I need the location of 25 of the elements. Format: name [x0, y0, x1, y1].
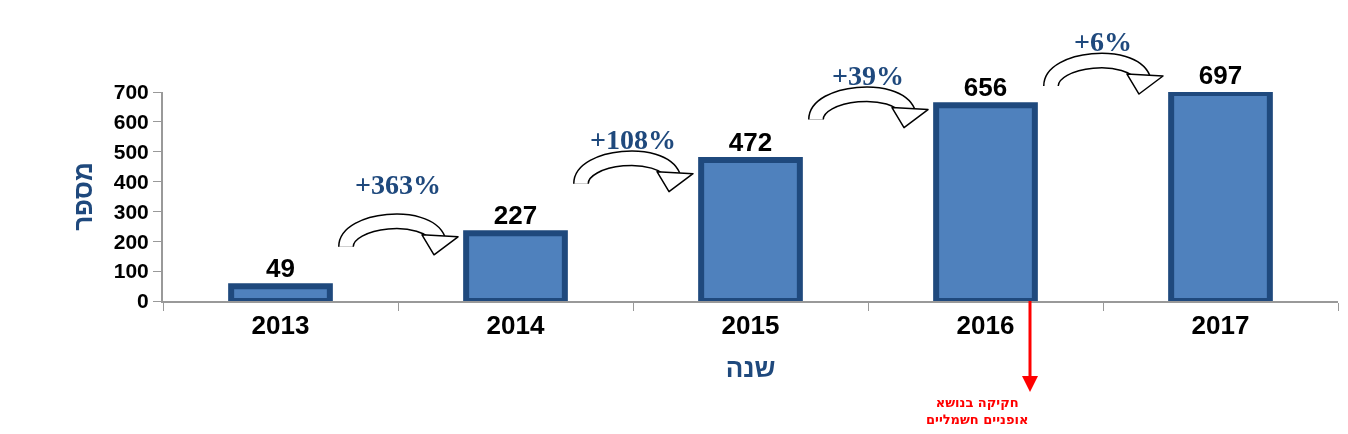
y-tick-label: 500 — [113, 140, 149, 164]
y-tick-label: 700 — [113, 80, 149, 104]
y-tick-label: 100 — [113, 259, 149, 283]
y-tick-label: 200 — [113, 229, 149, 253]
x-tick-label: 2015 — [721, 310, 780, 341]
y-tick-label: 400 — [113, 169, 149, 193]
annotation: +108% — [590, 124, 676, 155]
y-tick-label: 300 — [113, 199, 149, 223]
data-label: 656 — [963, 72, 1008, 103]
y-axis-title: מספר — [67, 162, 98, 231]
x-tick-label: 2017 — [1191, 310, 1250, 341]
text: +39% — [832, 60, 904, 91]
y-tick-label: 0 — [137, 289, 149, 313]
x-tick-label: 2013 — [251, 310, 310, 341]
data-label: 697 — [1198, 59, 1243, 90]
data-label: 472 — [728, 127, 773, 158]
y-tick-label: 600 — [113, 110, 149, 134]
text: +6% — [1074, 26, 1132, 57]
text: חקיקה בנושא אופניים חשמליים — [926, 395, 1029, 427]
x-axis-title: שנה — [725, 353, 776, 384]
data-label: 49 — [266, 253, 295, 284]
x-tick-label: 2016 — [956, 310, 1015, 341]
annotation: +363% — [355, 169, 441, 200]
data-label: 227 — [493, 200, 538, 231]
x-tick-label: 2014 — [486, 310, 545, 341]
